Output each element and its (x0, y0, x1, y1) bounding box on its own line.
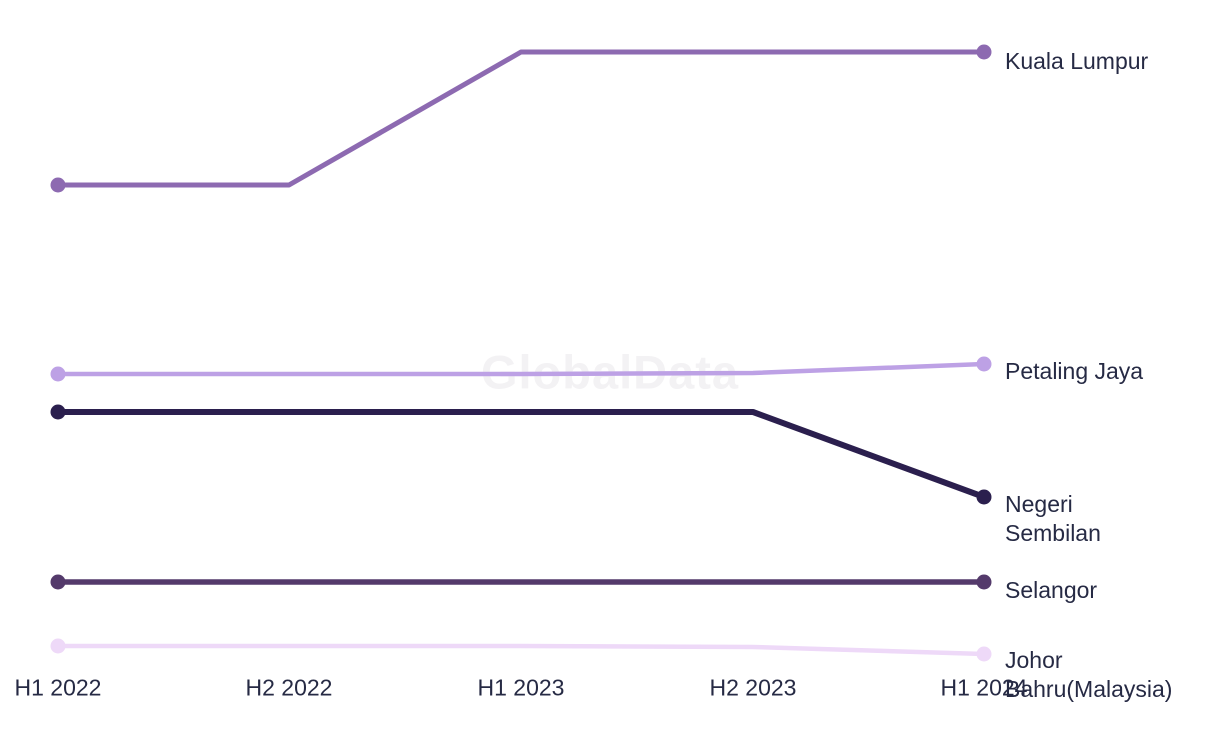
series-endpoint-johor-bahru-malaysia-start[interactable] (50, 638, 66, 654)
series-label-negeri-sembilan: Negeri Sembilan (1005, 490, 1101, 546)
x-axis-label-h1-2023: H1 2023 (477, 674, 565, 701)
x-axis-label-h1-2022: H1 2022 (14, 674, 102, 701)
series-endpoint-kuala-lumpur-start[interactable] (50, 177, 66, 193)
series-endpoint-selangor-start[interactable] (50, 574, 66, 590)
series-line-kuala-lumpur[interactable] (55, 49, 987, 188)
x-axis-label-h2-2022: H2 2022 (245, 674, 333, 701)
series-line-petaling-jaya[interactable] (55, 361, 987, 377)
series-label-kuala-lumpur: Kuala Lumpur (1005, 47, 1149, 74)
series-endpoint-selangor-end[interactable] (976, 574, 992, 590)
series-line-negeri-sembilan[interactable] (55, 409, 987, 500)
x-axis-label-h1-2024: H1 2024 (940, 674, 1028, 701)
series-endpoint-negeri-sembilan-start[interactable] (50, 404, 66, 420)
series-label-johor-bahru-malaysia: Johor Bahru(Malaysia) (1005, 646, 1173, 702)
x-axis-label-h2-2023: H2 2023 (709, 674, 797, 701)
series-label-selangor: Selangor (1005, 576, 1098, 603)
series-label-petaling-jaya: Petaling Jaya (1005, 357, 1144, 384)
series-endpoint-johor-bahru-malaysia-end[interactable] (976, 646, 992, 662)
series-endpoint-petaling-jaya-end[interactable] (976, 356, 992, 372)
series-line-johor-bahru-malaysia[interactable] (55, 643, 987, 657)
series-endpoint-negeri-sembilan-end[interactable] (976, 489, 992, 505)
series-endpoint-petaling-jaya-start[interactable] (50, 366, 66, 382)
series-endpoint-kuala-lumpur-end[interactable] (976, 44, 992, 60)
